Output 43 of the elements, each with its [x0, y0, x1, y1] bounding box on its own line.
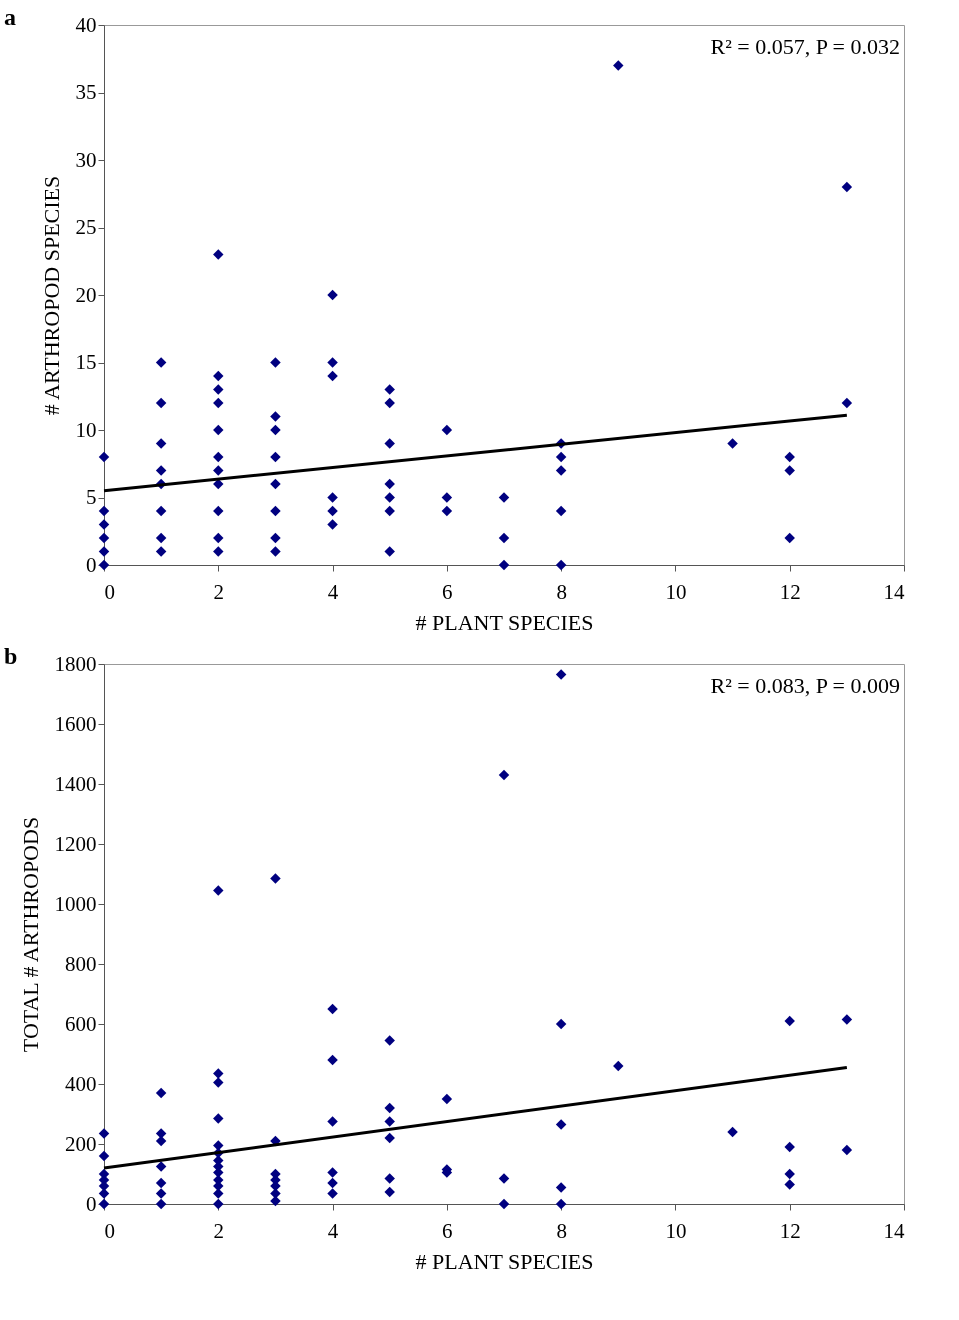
y-tick-label: 400: [65, 1071, 97, 1096]
x-tick-label: 14: [883, 1218, 905, 1243]
y-tick-label: 1000: [54, 891, 97, 916]
x-tick-label: 6: [442, 1218, 453, 1243]
y-tick-label: 0: [86, 552, 97, 577]
y-tick-label: 25: [75, 215, 97, 239]
y-tick-label: 200: [65, 1131, 97, 1156]
annotation: R² = 0.057, P = 0.032: [710, 34, 900, 59]
y-tick-label: 15: [75, 350, 97, 374]
y-axis-title: # ARTHROPOD SPECIES: [38, 175, 64, 416]
chart-title: b: [4, 643, 18, 669]
x-axis-title: # PLANT SPECIES: [415, 609, 594, 635]
y-tick-label: 1800: [54, 651, 97, 676]
x-tick-label: 2: [213, 579, 225, 604]
y-tick-label: 800: [65, 951, 97, 976]
x-axis-title: # PLANT SPECIES: [415, 1248, 594, 1274]
y-tick-label: 600: [65, 1011, 97, 1036]
x-tick-label: 10: [665, 1218, 687, 1243]
x-tick-label: 0: [104, 1218, 115, 1243]
x-tick-label: 2: [213, 1218, 225, 1243]
x-tick-label: 4: [327, 1218, 339, 1243]
x-tick-label: 14: [883, 579, 905, 604]
x-tick-label: 6: [442, 579, 453, 604]
x-tick-label: 8: [556, 1218, 567, 1243]
y-axis-title: TOTAL # ARTHROPODS: [17, 816, 43, 1053]
x-tick-label: 8: [556, 579, 567, 604]
y-tick-label: 20: [75, 282, 97, 307]
x-tick-label: 0: [104, 579, 115, 604]
annotation: R² = 0.083, P = 0.009: [710, 673, 900, 698]
y-tick-label: 1400: [54, 771, 97, 796]
y-tick-label: 0: [86, 1191, 97, 1216]
chart-title: a: [4, 4, 16, 30]
y-tick-label: 10: [75, 417, 97, 442]
y-tick-label: 1600: [54, 711, 97, 736]
y-tick-label: 40: [75, 12, 97, 37]
x-tick-label: 10: [665, 579, 687, 604]
x-tick-label: 12: [779, 1218, 801, 1243]
x-tick-label: 12: [779, 579, 801, 604]
y-tick-label: 30: [75, 147, 97, 172]
y-tick-label: 1200: [54, 831, 97, 856]
y-tick-label: 5: [86, 485, 97, 509]
x-tick-label: 4: [327, 579, 339, 604]
y-tick-label: 35: [75, 80, 97, 104]
